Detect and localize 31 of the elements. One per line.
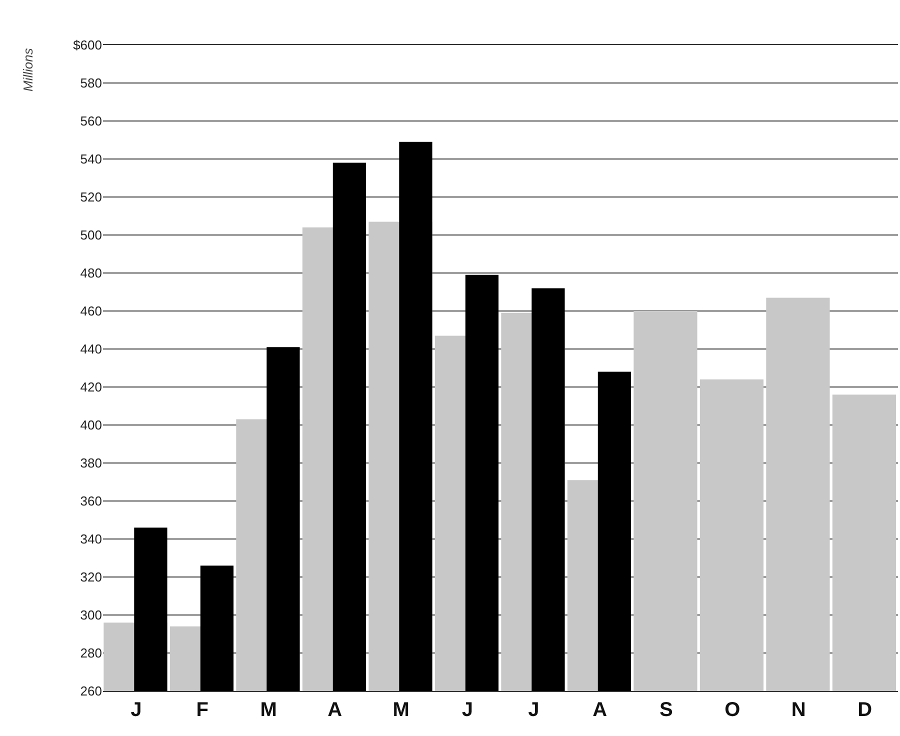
x-tick-label: J [462,699,473,721]
x-tick-label: N [791,699,806,721]
x-tick-label: A [328,699,342,721]
x-tick-label: O [724,699,740,721]
x-tick-label: F [196,699,208,721]
x-tick-label: M [392,699,410,721]
y-axis-title: Millions [20,48,36,92]
y-tick-label: 260 [80,684,102,699]
x-tick-label: A [592,699,608,721]
y-tick-label: 380 [80,456,102,471]
x-tick-label: S [659,699,673,721]
y-tick-label: 280 [80,646,102,661]
x-tick-label: M [260,699,277,721]
y-tick-label: 480 [80,266,102,281]
y-tick-label: 300 [80,608,102,623]
x-tick-label: J [528,699,540,721]
y-tick-label: 440 [80,342,102,357]
y-tick-label: 500 [80,228,102,243]
y-tick-label: 560 [80,114,102,129]
y-tick-label: 540 [80,152,102,167]
y-tick-label: $600 [73,38,102,53]
y-tick-label: 340 [80,532,102,547]
y-tick-label: 520 [80,190,102,205]
y-tick-label: 580 [80,76,102,91]
x-tick-label: D [858,699,872,721]
x-tick-label: J [130,699,142,721]
y-tick-label: 400 [80,418,102,433]
y-tick-label: 460 [80,304,102,319]
y-tick-label: 320 [80,570,102,585]
y-tick-label: 360 [80,494,102,509]
y-tick-label: 420 [80,380,102,395]
